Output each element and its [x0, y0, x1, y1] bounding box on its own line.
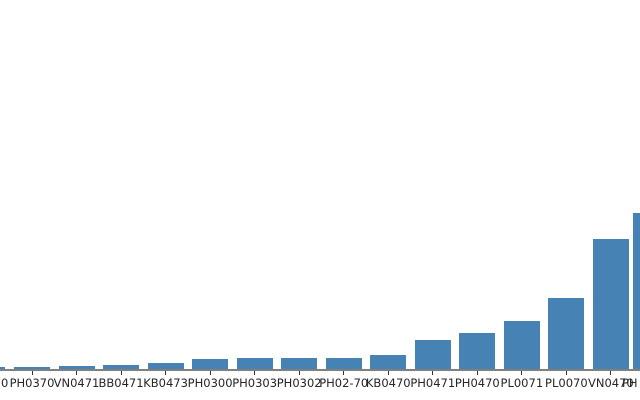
bar-PH0300	[192, 359, 229, 370]
x-tick-label-PH0303: PH0303	[232, 376, 278, 390]
x-tick-label-VN0470: VN0470	[588, 376, 634, 390]
x-tick-PH0470	[476, 371, 478, 375]
x-tick-label-PH0370: PH0370	[9, 376, 55, 390]
bar-partial-left	[0, 367, 5, 370]
bar-BB0471	[103, 365, 140, 370]
x-tick-VN0471	[76, 371, 78, 375]
x-tick-VN0470	[610, 371, 612, 375]
bar-PL0070	[548, 298, 585, 370]
bar-partial-right	[633, 213, 640, 370]
x-tick-PH02-70	[343, 371, 345, 375]
bar-KB0473	[147, 363, 184, 370]
bar-PH02-70	[325, 358, 362, 370]
x-tick-PH0303	[254, 371, 256, 375]
x-tick-label-PL0070: PL0070	[545, 376, 588, 390]
bar-VN0471	[58, 366, 95, 370]
x-tick-PL0070	[565, 371, 567, 375]
bar-KB0470	[370, 355, 407, 370]
x-tick-BB0471	[120, 371, 122, 375]
x-tick-PH0370	[31, 371, 33, 375]
x-tick-label-VN0471: VN0471	[53, 376, 100, 390]
bar-VN0470	[592, 239, 629, 370]
x-tick-PH0471	[432, 371, 434, 375]
x-tick-label-KB0473: KB0473	[143, 376, 188, 390]
x-tick-label-partial-right: PH	[622, 376, 638, 390]
x-axis-line	[0, 369, 640, 371]
x-tick-KB0473	[165, 371, 167, 375]
bar-PH0471	[414, 340, 451, 370]
bar-PH0303	[236, 358, 273, 370]
x-tick-label-PH02-70: PH02-70	[319, 376, 369, 390]
x-tick-label-BB0471: BB0471	[98, 376, 144, 390]
bar-PL0071	[503, 321, 540, 370]
x-tick-PH0300	[209, 371, 211, 375]
x-tick-label-PH0470: PH0470	[454, 376, 500, 390]
x-tick-label-KB0470: KB0470	[365, 376, 411, 390]
bar-PH0470	[459, 333, 496, 370]
x-tick-label-PH0302: PH0302	[276, 376, 322, 390]
bar-PH0302	[281, 358, 318, 370]
x-tick-KB0470	[387, 371, 389, 375]
bar-PH0370	[14, 367, 50, 370]
x-tick-PL0071	[521, 371, 523, 375]
x-tick-label-PH0471: PH0471	[410, 376, 456, 390]
x-tick-label-partial-left: 0	[1, 376, 9, 390]
x-tick-label-PL0071: PL0071	[500, 376, 544, 390]
x-tick-label-PH0300: PH0300	[187, 376, 233, 390]
x-tick-PH0302	[298, 371, 300, 375]
